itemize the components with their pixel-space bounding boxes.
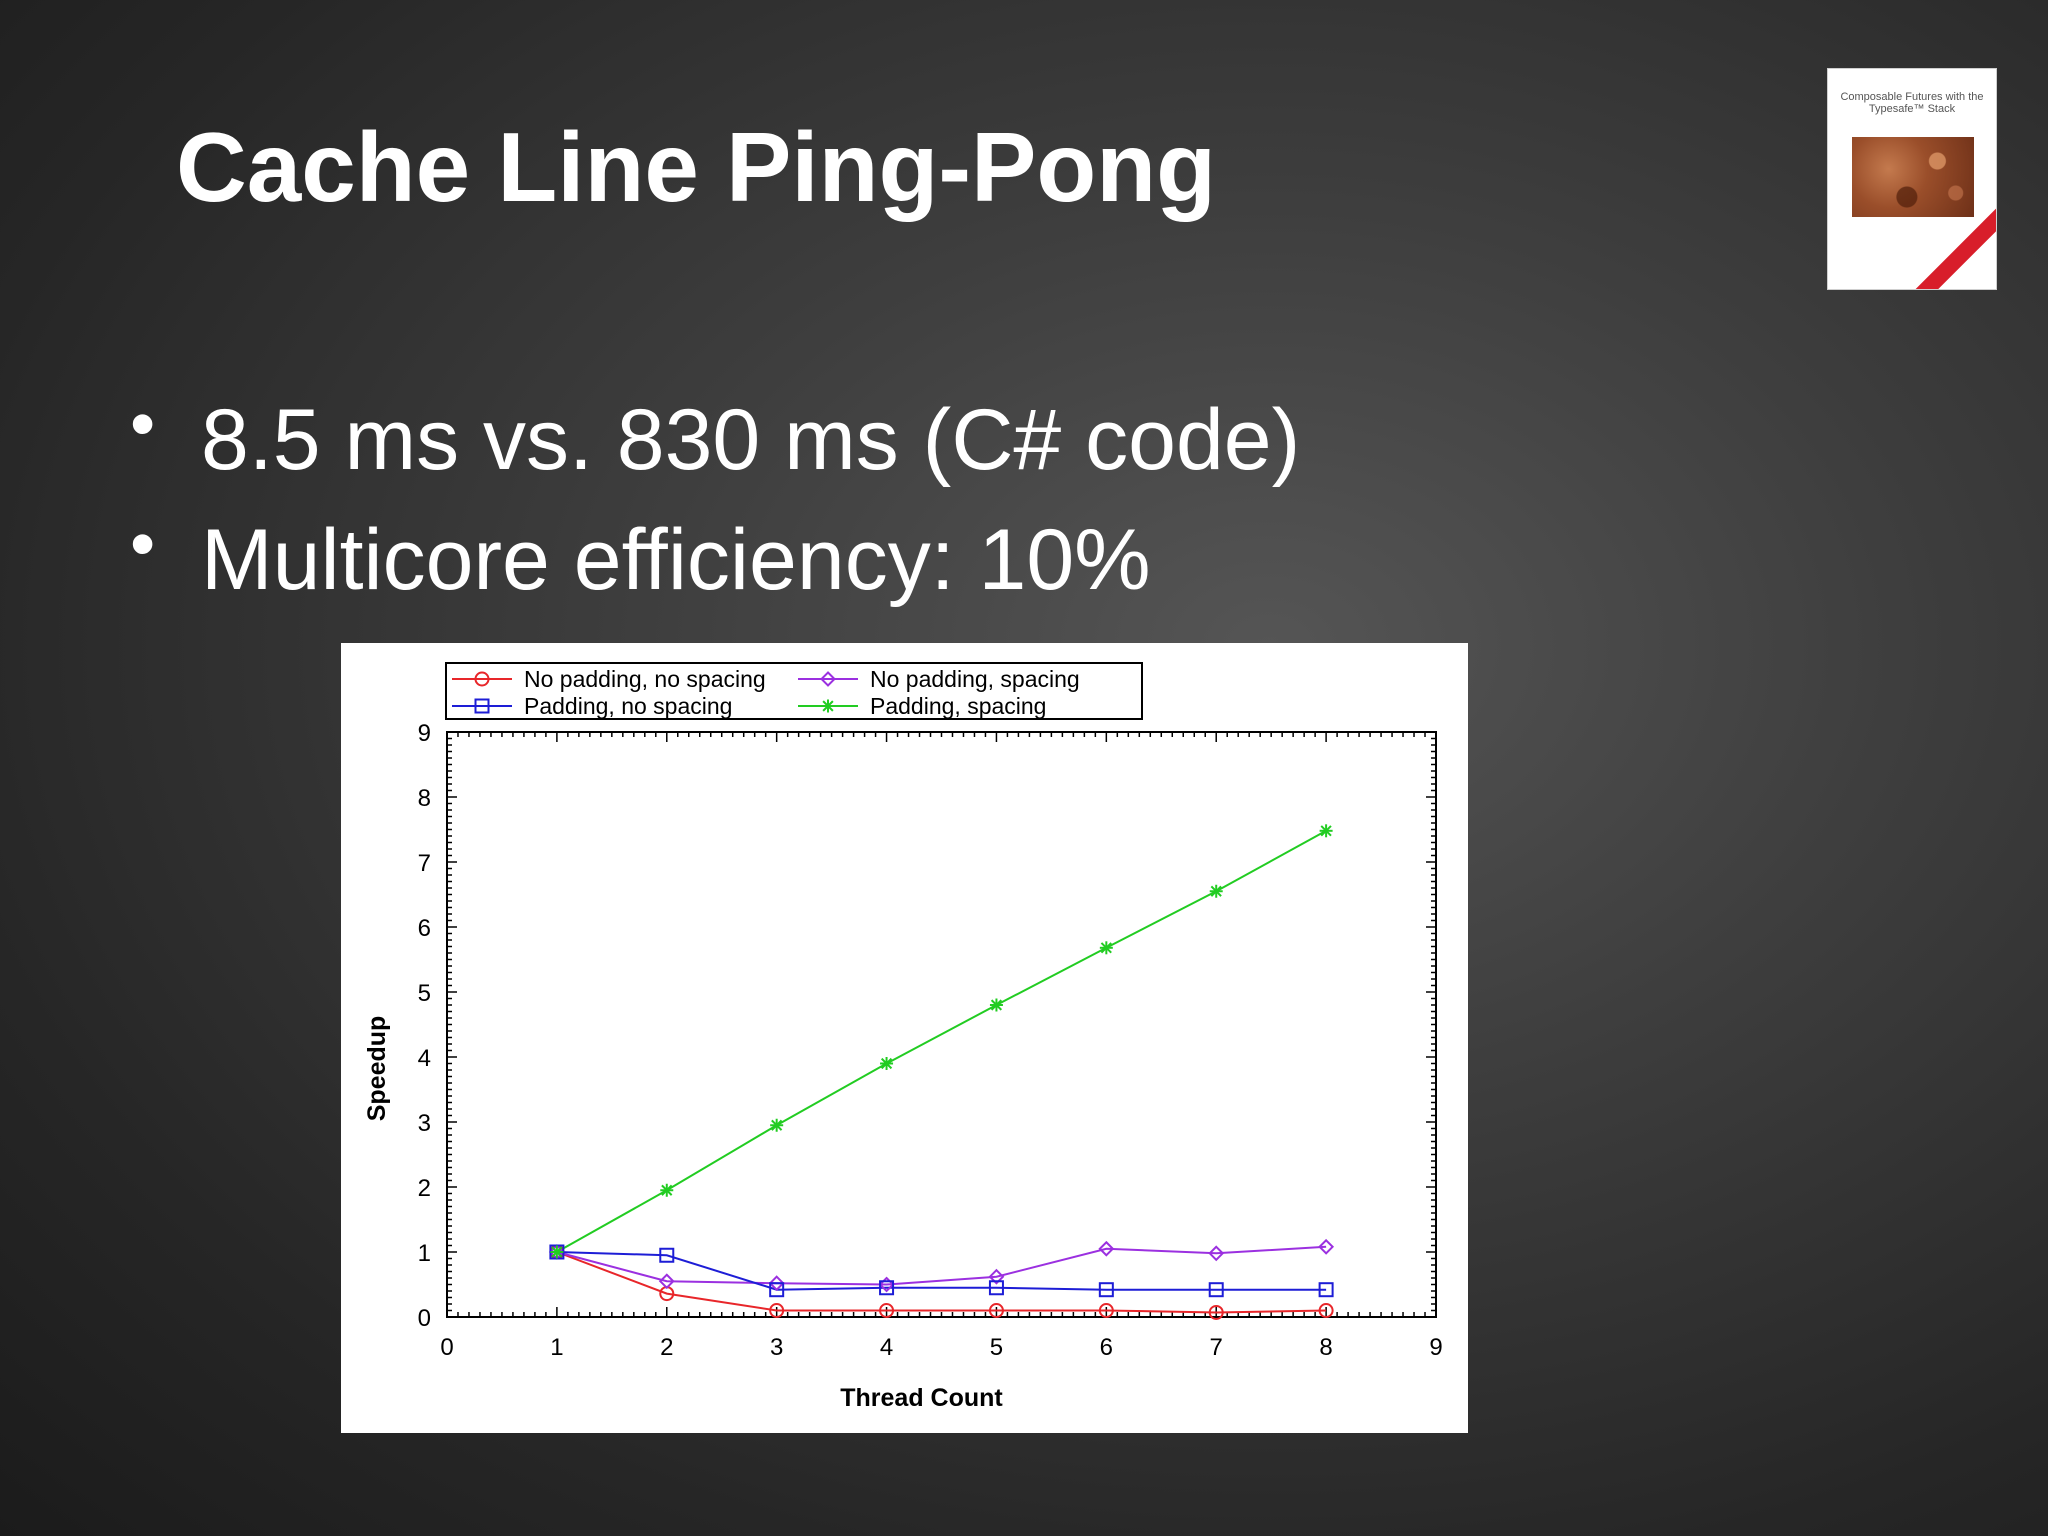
bullet-list: • 8.5 ms vs. 830 ms (C# code) • Multicor… — [120, 380, 1300, 620]
speedup-chart-svg: 0 1 2 3 4 5 6 7 8 9 0 1 2 3 4 5 6 7 8 9 Thread Count Speedup N… — [363, 662, 1443, 1412]
x-axis-label: Thread Count — [840, 1384, 1003, 1412]
data-point-marker — [661, 1184, 673, 1196]
x-tick-label: 2 — [660, 1334, 673, 1361]
data-point-marker — [878, 1276, 895, 1293]
data-point-marker — [1318, 1303, 1334, 1318]
data-point-marker — [1318, 1238, 1335, 1255]
series-line-3 — [556, 829, 1327, 1253]
data-point-marker — [1208, 1245, 1225, 1262]
data-point-marker — [1098, 1240, 1115, 1257]
data-point-marker — [551, 1246, 563, 1258]
bullet-item: • Multicore efficiency: 10% — [120, 500, 1300, 620]
y-tick-label: 6 — [418, 915, 431, 942]
x-tick-label: 7 — [1210, 1334, 1223, 1361]
bullet-dot-icon: • — [130, 504, 156, 584]
y-tick-label: 7 — [418, 850, 431, 877]
x-tick-label: 8 — [1319, 1334, 1332, 1361]
y-tick-label: 8 — [418, 785, 431, 812]
data-point-marker — [990, 999, 1003, 1011]
data-point-marker — [988, 1280, 1004, 1296]
data-point-marker — [879, 1303, 895, 1318]
x-tick-label: 0 — [440, 1334, 453, 1361]
bullet-text: 8.5 ms vs. 830 ms (C# code) — [201, 392, 1301, 488]
data-point-marker — [822, 700, 834, 712]
data-point-marker — [1210, 885, 1222, 897]
legend-label: No padding, no spacing — [524, 666, 766, 692]
y-tick-label: 4 — [418, 1045, 431, 1072]
slide-title: Cache Line Ping-Pong — [176, 112, 1216, 222]
y-tick-label: 2 — [418, 1175, 431, 1202]
data-point-marker — [1318, 1282, 1334, 1298]
x-tick-label: 6 — [1100, 1334, 1113, 1361]
book-cover-image: Composable Futures with the Typesafe™ St… — [1827, 68, 1997, 290]
y-tick-label: 0 — [418, 1305, 431, 1332]
book-title: Composable Futures with the Typesafe™ St… — [1840, 91, 1984, 115]
data-point-marker — [658, 1273, 675, 1290]
data-point-marker — [768, 1275, 785, 1292]
legend-label: Padding, spacing — [870, 693, 1046, 719]
series-line-0 — [556, 1251, 1327, 1314]
data-point-marker — [769, 1282, 785, 1298]
y-tick-label: 1 — [418, 1240, 431, 1267]
y-tick-label: 9 — [418, 720, 431, 747]
data-point-marker — [474, 671, 490, 687]
speedup-chart: 0 1 2 3 4 5 6 7 8 9 0 1 2 3 4 5 6 7 8 9 Thread Count Speedup N… — [341, 643, 1468, 1433]
x-tick-label: 4 — [880, 1334, 893, 1361]
data-point-marker — [1208, 1304, 1224, 1320]
data-point-marker — [769, 1303, 785, 1318]
bullet-dot-icon: • — [130, 384, 156, 464]
x-tick-label: 3 — [770, 1334, 783, 1361]
data-point-marker — [771, 1119, 783, 1131]
data-point-marker — [988, 1303, 1004, 1318]
bullet-item: • 8.5 ms vs. 830 ms (C# code) — [120, 380, 1300, 500]
data-point-marker — [1208, 1282, 1224, 1298]
data-point-marker — [659, 1247, 675, 1263]
x-tick-label: 9 — [1429, 1334, 1442, 1361]
series-line-1 — [556, 1245, 1327, 1286]
book-subtitle-line — [1836, 125, 1988, 131]
data-point-marker — [988, 1268, 1005, 1285]
x-tick-label: 5 — [990, 1334, 1003, 1361]
data-point-marker — [1098, 1282, 1114, 1298]
legend-label: No padding, spacing — [870, 666, 1080, 692]
y-tick-label: 3 — [418, 1110, 431, 1137]
x-tick-label: 1 — [550, 1334, 563, 1361]
data-point-marker — [880, 1057, 893, 1070]
series-line-2 — [556, 1251, 1327, 1291]
book-cover-art-texture — [1852, 137, 1974, 217]
data-point-marker — [879, 1280, 895, 1296]
y-axis-label: Speedup — [363, 1016, 391, 1122]
bullet-text: Multicore efficiency: 10% — [201, 512, 1151, 608]
data-point-marker — [1100, 942, 1112, 954]
data-point-marker — [474, 698, 490, 714]
legend-label: Padding, no spacing — [524, 693, 732, 719]
data-point-marker — [1098, 1303, 1114, 1318]
data-point-marker — [820, 671, 836, 687]
data-point-marker — [1320, 825, 1332, 837]
y-tick-label: 5 — [418, 980, 431, 1007]
legend-box — [445, 662, 1143, 720]
